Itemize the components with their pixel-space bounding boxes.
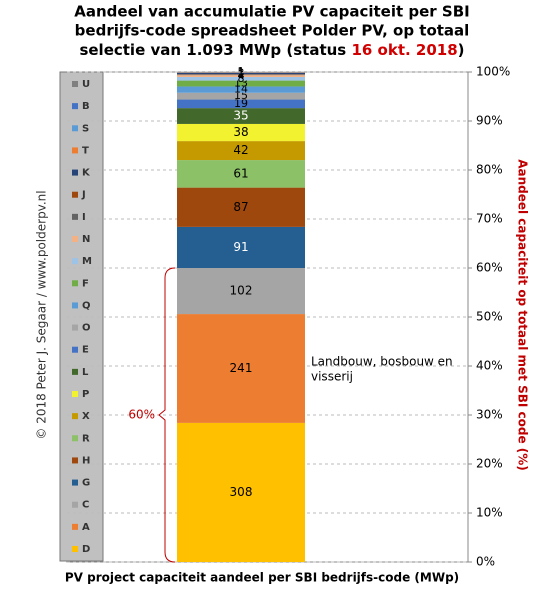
x-axis-label: PV project capaciteit aandeel per SBI be… <box>65 571 459 585</box>
bar-segment <box>177 141 305 161</box>
legend-swatch <box>72 346 78 353</box>
y-axis-label: Aandeel capaciteit op totaal met SBI cod… <box>516 159 530 471</box>
legend-swatch <box>72 523 78 530</box>
legend-swatch <box>72 457 78 464</box>
title-line: bedrijfs-code spreadsheet Polder PV, op … <box>75 22 470 40</box>
copyright: © 2018 Peter J. Segaar / www.polderpv.nl <box>35 190 49 439</box>
bar-segment <box>177 314 305 423</box>
legend-label: Q <box>82 300 91 311</box>
value-label: 61 <box>233 166 248 180</box>
title-line: Aandeel van accumulatie PV capaciteit pe… <box>74 3 469 21</box>
title-line: selectie van 1.093 MWp (status <box>79 41 351 59</box>
y-tick-label: 0% <box>476 555 495 569</box>
legend-swatch <box>72 324 78 331</box>
legend-label: O <box>82 323 91 334</box>
value-label: 1 <box>238 65 245 78</box>
legend-label: T <box>82 145 89 156</box>
y-tick-label: 100% <box>476 65 510 79</box>
legend-swatch <box>72 213 78 220</box>
legend-swatch <box>72 280 78 287</box>
value-label: 4 <box>238 69 245 82</box>
legend-label: H <box>82 455 90 466</box>
legend-swatch <box>72 125 78 132</box>
legend-swatch <box>72 81 78 87</box>
title-end: ) <box>458 41 465 59</box>
legend-label: N <box>82 234 90 245</box>
legend-label: A <box>82 522 90 533</box>
y-tick-label: 40% <box>476 359 503 373</box>
legend-swatch <box>72 501 78 508</box>
legend-label: U <box>82 79 90 90</box>
legend-label: R <box>82 433 90 444</box>
y-tick-label: 30% <box>476 408 503 422</box>
legend-label: I <box>82 212 86 223</box>
bar-segment <box>177 75 305 77</box>
value-label: 308 <box>230 485 253 499</box>
bar-segment <box>177 80 305 87</box>
legend-swatch <box>72 368 78 375</box>
value-label: 102 <box>230 284 253 298</box>
legend-swatch <box>72 546 78 552</box>
bar-segment <box>177 108 305 124</box>
legend-swatch <box>72 147 78 154</box>
legend-swatch <box>72 435 78 442</box>
legend-label: G <box>82 478 90 489</box>
legend-swatch <box>72 169 78 176</box>
legend-label: M <box>82 256 92 267</box>
y-tick-label: 70% <box>476 212 503 226</box>
legend-swatch <box>72 236 78 242</box>
legend-swatch <box>72 191 78 198</box>
bar-segment <box>177 187 305 227</box>
legend-swatch <box>72 103 78 110</box>
y-tick-label: 50% <box>476 310 503 324</box>
bar-segment <box>177 76 305 81</box>
legend-label: S <box>82 123 89 134</box>
legend-swatch <box>72 258 78 265</box>
bar-segment <box>177 422 305 562</box>
bar-segment <box>177 92 305 100</box>
bar-segment <box>177 123 305 142</box>
bar-segment <box>177 86 305 93</box>
bar-segment <box>177 99 305 109</box>
legend-swatch <box>72 391 78 397</box>
legend-swatch <box>72 302 78 309</box>
value-label: 42 <box>233 143 248 157</box>
y-tick-label: 20% <box>476 457 503 471</box>
title-date: 16 okt. 2018 <box>351 41 457 59</box>
legend-swatch <box>72 479 78 486</box>
value-label: 91 <box>233 240 248 254</box>
legend-label: F <box>82 278 89 289</box>
title-line: selectie van 1.093 MWp (status 16 okt. 2… <box>79 41 464 59</box>
annotation-label: 60% <box>128 408 155 422</box>
value-label: 87 <box>233 200 248 214</box>
legend-swatch <box>72 413 78 420</box>
segment-label: Landbouw, bosbouw en visserij <box>311 354 453 383</box>
annotation-bracket <box>158 267 176 563</box>
legend-label: L <box>82 367 89 378</box>
legend-label: D <box>82 544 90 555</box>
value-label: 3 <box>238 67 245 80</box>
value-label: 38 <box>233 125 248 139</box>
bar-segment <box>177 268 305 315</box>
value-label: 241 <box>230 361 253 375</box>
y-tick-label: 10% <box>476 506 503 520</box>
bar-segment <box>177 160 305 188</box>
y-tick-label: 60% <box>476 261 503 275</box>
legend-label: E <box>82 345 89 356</box>
bar-segment <box>177 72 305 75</box>
value-label: 8 <box>238 72 245 85</box>
y-tick-label: 90% <box>476 114 503 128</box>
legend-label: X <box>82 411 90 422</box>
legend-label: J <box>81 190 86 201</box>
value-label: 19 <box>234 97 248 110</box>
bar-segment <box>177 226 305 268</box>
legend-label: K <box>82 168 91 179</box>
value-label: 35 <box>233 109 248 123</box>
legend-label: P <box>82 389 89 400</box>
legend-label: C <box>82 500 89 511</box>
y-tick-label: 80% <box>476 163 503 177</box>
legend-label: B <box>82 101 90 112</box>
